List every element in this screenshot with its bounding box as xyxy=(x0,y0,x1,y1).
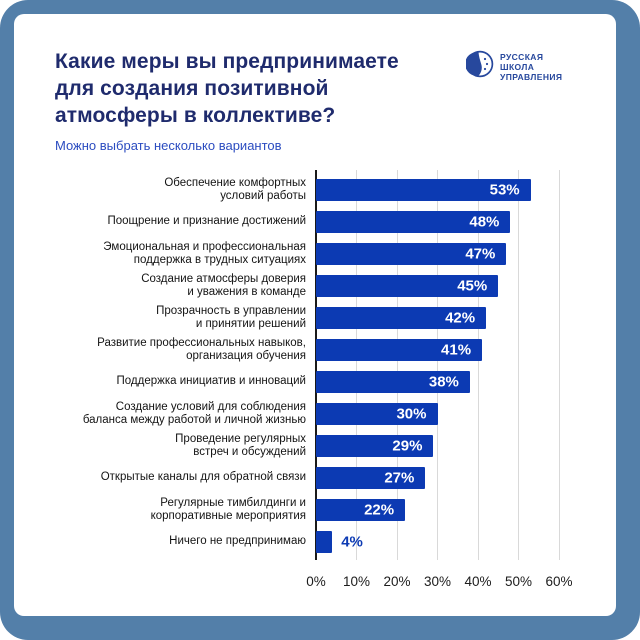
bar: 27% xyxy=(316,467,426,489)
chart-row: Развитие профессиональных навыков, орган… xyxy=(14,334,616,366)
bar-value-label: 47% xyxy=(465,245,496,263)
chart-title-line: атмосферы в коллективе? xyxy=(55,104,336,127)
bar-category-label: Обеспечение комфортных условий работы xyxy=(164,176,306,203)
bar-value-label: 29% xyxy=(392,437,423,455)
chart-row: Обеспечение комфортных условий работы 53% xyxy=(14,174,616,206)
company-logo: РУССКАЯ ШКОЛА УПРАВЛЕНИЯ xyxy=(465,50,562,83)
bar-value-label: 48% xyxy=(469,213,500,231)
x-axis-tick-label: 60% xyxy=(545,574,573,589)
chart-row: Прозрачность в управлении и принятии реш… xyxy=(14,302,616,334)
bar-category-label: Открытые каналы для обратной связи xyxy=(100,471,306,484)
bar-track: 4% xyxy=(316,531,559,553)
bar: 48% xyxy=(316,211,511,233)
bar: 29% xyxy=(316,435,434,457)
x-axis-tick-label: 0% xyxy=(306,574,326,589)
bar-track: 29% xyxy=(316,435,559,457)
chart-row: Поощрение и признание достижений 48% xyxy=(14,206,616,238)
bar-value-label: 27% xyxy=(384,469,415,487)
bar-category-label: Проведение регулярных встреч и обсуждени… xyxy=(175,432,306,459)
bar-category-label: Регулярные тимбилдинги и корпоративные м… xyxy=(150,496,306,523)
logo-text: РУССКАЯ ШКОЛА УПРАВЛЕНИЯ xyxy=(500,52,562,82)
chart-row: Создание атмосферы доверия и уважения в … xyxy=(14,270,616,302)
bar-value-label: 42% xyxy=(445,309,476,327)
bar-value-label: 53% xyxy=(489,181,520,199)
chart-title: Какие меры вы предпринимаете для создани… xyxy=(55,48,455,129)
bar-category-label: Ничего не предпринимаю xyxy=(169,535,306,548)
bar-track: 47% xyxy=(316,243,559,265)
bar-track: 48% xyxy=(316,211,559,233)
bar: 38% xyxy=(316,371,470,393)
gridline xyxy=(558,170,560,560)
x-axis-tick-label: 50% xyxy=(504,574,533,589)
gridline xyxy=(356,170,357,560)
bar-value-label: 41% xyxy=(441,341,472,359)
gridline xyxy=(396,170,398,560)
chart-row: Ничего не предпринимаю 4% xyxy=(14,526,616,558)
logo-text-line: РУССКАЯ xyxy=(500,51,544,62)
bar-category-label: Развитие профессиональных навыков, орган… xyxy=(97,336,306,363)
chart-row: Проведение регулярных встреч и обсуждени… xyxy=(14,430,616,462)
chart-row: Эмоциональная и профессиональная поддерж… xyxy=(14,238,616,270)
bar-category-label: Поощрение и признание достижений xyxy=(107,215,306,228)
bar-category-label: Создание атмосферы доверия и уважения в … xyxy=(141,272,306,299)
bar-category-label: Эмоциональная и профессиональная поддерж… xyxy=(103,240,306,267)
plot-area xyxy=(315,170,560,560)
bar-value-label: 4% xyxy=(341,533,363,551)
x-axis: 0% 10% 20% 30% 40% 50% 60% xyxy=(14,574,616,594)
bar-track: 27% xyxy=(316,467,559,489)
bar-track: 53% xyxy=(316,179,559,201)
bar-value-label: 38% xyxy=(428,373,459,391)
chart-row: Регулярные тимбилдинги и корпоративные м… xyxy=(14,494,616,526)
bar-chart: Обеспечение комфортных условий работы 53%… xyxy=(14,14,616,616)
y-axis-line xyxy=(315,170,317,560)
gridline xyxy=(477,170,479,560)
bar-value-label: 45% xyxy=(457,277,488,295)
bar-track: 45% xyxy=(316,275,559,297)
bar: 22% xyxy=(316,499,406,521)
logo-text-line: УПРАВЛЕНИЯ xyxy=(500,71,563,82)
chart-subtitle: Можно выбрать несколько вариантов xyxy=(55,138,282,153)
gridline xyxy=(437,170,438,560)
bar-track: 38% xyxy=(316,371,559,393)
bar-category-label: Поддержка инициатив и инноваций xyxy=(116,375,307,388)
logo-text-line: ШКОЛА xyxy=(500,61,535,72)
bar-value-label: 30% xyxy=(396,405,427,423)
bar-rows: Обеспечение комфортных условий работы 53%… xyxy=(14,174,616,558)
x-axis-tick-label: 30% xyxy=(423,574,452,589)
chart-row: Открытые каналы для обратной связи 27% xyxy=(14,462,616,494)
x-axis-tick-label: 20% xyxy=(383,574,411,589)
bar-track: 42% xyxy=(316,307,559,329)
content-panel: Какие меры вы предпринимаете для создани… xyxy=(14,14,616,616)
bar: 45% xyxy=(316,275,499,297)
logo-emblem-icon xyxy=(465,50,494,83)
bar-category-label: Прозрачность в управлении и принятии реш… xyxy=(156,304,306,331)
bar: 30% xyxy=(316,403,438,425)
chart-title-line: Какие меры вы предпринимаете xyxy=(55,50,399,73)
bar-track: 30% xyxy=(316,403,559,425)
bar: 47% xyxy=(316,243,507,265)
x-axis-tick-label: 40% xyxy=(464,574,492,589)
bar: 41% xyxy=(316,339,483,361)
bar: 42% xyxy=(316,307,487,329)
bar-value-label: 22% xyxy=(364,501,395,519)
chart-row: Поддержка инициатив и инноваций 38% xyxy=(14,366,616,398)
bar-track: 41% xyxy=(316,339,559,361)
bar xyxy=(316,531,333,553)
gridline xyxy=(518,170,519,560)
chart-row: Создание условий для соблюдения баланса … xyxy=(14,398,616,430)
chart-title-line: для создания позитивной xyxy=(55,77,329,100)
header: Какие меры вы предпринимаете для создани… xyxy=(55,48,455,153)
bar: 53% xyxy=(316,179,531,201)
x-axis-tick-label: 10% xyxy=(342,574,371,589)
bar-category-label: Создание условий для соблюдения баланса … xyxy=(82,400,306,427)
bar-track: 22% xyxy=(316,499,559,521)
